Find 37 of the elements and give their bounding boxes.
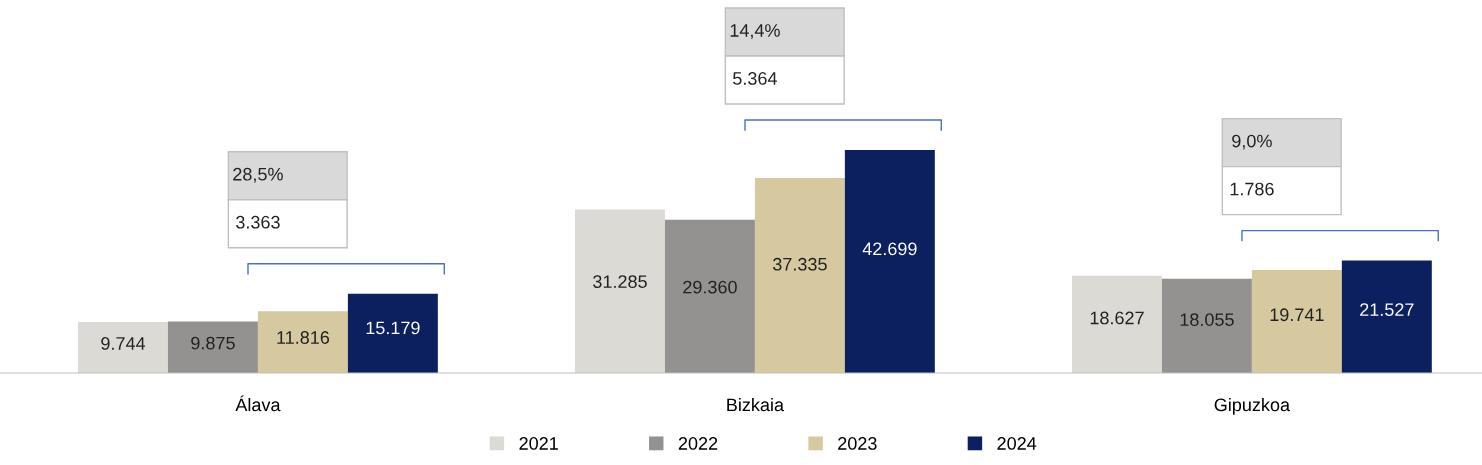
bar xyxy=(754,178,845,373)
bar xyxy=(844,150,935,373)
data-label: 29.360 xyxy=(683,280,737,294)
data-label: 18.055 xyxy=(1180,313,1234,326)
data-label: 37.335 xyxy=(772,257,827,271)
data-label: 11.816 xyxy=(277,331,330,344)
bar xyxy=(257,311,348,373)
bar xyxy=(347,293,438,373)
x-tick-label: Gipuzkoa xyxy=(1214,398,1291,415)
bar xyxy=(78,322,168,373)
legend-label: 2021 xyxy=(519,437,558,450)
text: 5.364 xyxy=(733,72,777,85)
data-label: 18.627 xyxy=(1090,311,1144,325)
x-tick-label: Bizkaia xyxy=(727,398,785,412)
bar xyxy=(1071,275,1162,373)
data-label: 15.179 xyxy=(366,321,420,335)
annotation: 28,5% xyxy=(233,167,283,183)
x-tick-label: Álava xyxy=(235,395,281,412)
data-label: 42.699 xyxy=(862,242,917,256)
bar xyxy=(575,209,665,373)
data-label: 9.744 xyxy=(101,337,146,350)
bar xyxy=(1341,260,1432,373)
bar xyxy=(167,321,258,373)
text: 14,4% xyxy=(730,24,780,39)
text: 9,0% xyxy=(1232,134,1272,150)
bar xyxy=(664,219,755,373)
bar xyxy=(1161,278,1252,373)
legend-label: 2023 xyxy=(838,437,877,450)
data-label: 9.875 xyxy=(191,336,235,350)
data-label: 31.285 xyxy=(593,275,647,288)
data-label: 19.741 xyxy=(1270,308,1324,322)
data-label: 21.527 xyxy=(1360,303,1414,317)
legend-label: 2022 xyxy=(678,437,718,450)
bar xyxy=(1251,269,1342,373)
legend-label: 2024 xyxy=(997,437,1037,450)
annotation: 3.363 xyxy=(236,215,280,229)
annotation: 1.786 xyxy=(1230,182,1274,196)
